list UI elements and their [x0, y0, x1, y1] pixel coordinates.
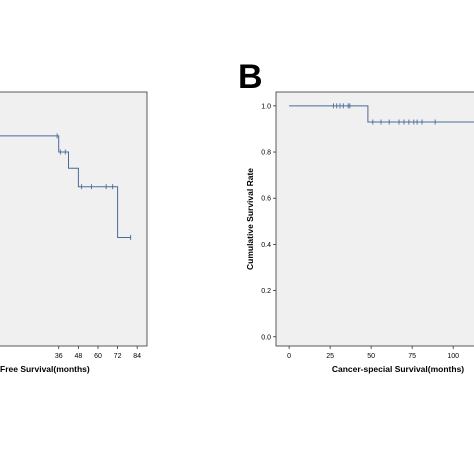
x-axis-title-a: Free Survival(months) — [0, 364, 90, 374]
x-tick-label-a: 36 — [55, 353, 63, 360]
x-tick-label-b: 100 — [447, 353, 459, 360]
x-tick-label-a: 84 — [133, 353, 141, 360]
panel-a: 36 48 60 72 84 Free Survival(months) — [0, 91, 148, 374]
x-tick-label-a: 48 — [74, 353, 82, 360]
y-tick-label-b: 0.6 — [261, 196, 271, 203]
x-axis-title-b: Cancer-special Survival(months) — [332, 364, 464, 374]
x-tick-label-a: 72 — [114, 353, 122, 360]
x-tick-label-b: 0 — [287, 353, 291, 360]
x-tick-label-a: 60 — [94, 353, 102, 360]
step-line-b — [289, 105, 474, 123]
x-tick-label-b: 25 — [326, 353, 334, 360]
y-tick-label-b: 0.4 — [261, 242, 271, 249]
y-tick-label-b: 0.0 — [261, 334, 271, 341]
survival-curve-a — [0, 133, 132, 240]
x-tick-label-b: 50 — [367, 353, 375, 360]
step-line-a — [0, 135, 131, 238]
x-tick-label-b: 75 — [408, 353, 416, 360]
survival-curve-b — [289, 103, 474, 125]
y-tick-label-b: 0.2 — [261, 288, 271, 295]
y-axis-title-b: Cumulative Survival Rate — [245, 168, 255, 270]
panel-label-b: B — [238, 58, 263, 96]
x-ticks-a: 36 48 60 72 84 — [55, 346, 141, 360]
y-tick-label-b: 1.0 — [261, 103, 271, 110]
panel-b: B 0 25 50 75 100 0.0 0.2 0.4 0.6 0.8 1.0 Cumulativ… — [238, 58, 474, 374]
plot-area-a — [0, 91, 148, 347]
plot-area-b — [275, 91, 474, 347]
axis-ticks-b: 0 25 50 75 100 0.0 0.2 0.4 0.6 0.8 1.0 — [261, 103, 459, 360]
y-tick-label-b: 0.8 — [261, 150, 271, 157]
